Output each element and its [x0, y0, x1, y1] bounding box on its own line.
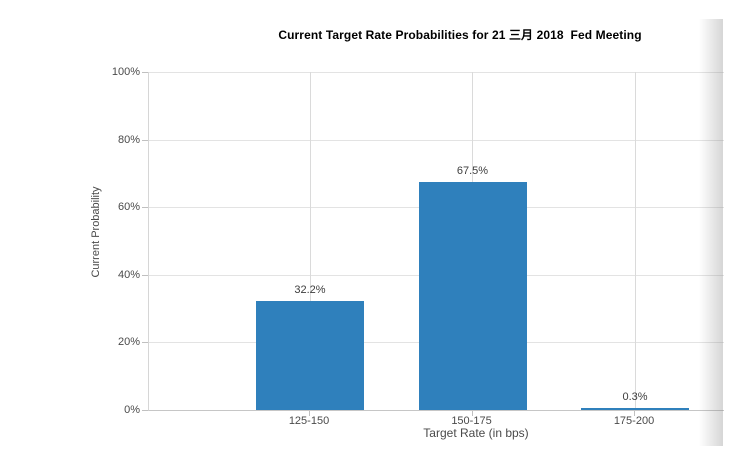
- gridline-h: [149, 72, 724, 73]
- bar: [581, 408, 689, 410]
- bar: [418, 181, 527, 410]
- y-tick-label: 80%: [117, 133, 140, 146]
- gridline-v: [634, 72, 636, 410]
- bar: [256, 301, 364, 410]
- x-tick-label: 150-175: [451, 415, 492, 427]
- y-axis-title: Current Probability: [90, 186, 102, 278]
- chart-title: Current Target Rate Probabilities for 21…: [278, 28, 642, 42]
- x-tick-mark: [634, 411, 635, 416]
- y-tick-mark: [142, 410, 148, 411]
- x-axis-title: Target Rate (in bps): [423, 426, 529, 440]
- x-tick-mark: [471, 411, 473, 416]
- bar-value-label: 67.5%: [456, 164, 489, 177]
- y-tick-mark: [142, 342, 148, 344]
- y-tick-mark: [142, 274, 148, 276]
- gridline-h: [149, 139, 724, 141]
- x-tick-label: 125-150: [288, 415, 330, 427]
- y-tick-label: 60%: [117, 201, 140, 214]
- y-tick-mark: [142, 72, 148, 73]
- x-tick-mark: [309, 411, 310, 416]
- y-tick-label: 40%: [117, 268, 140, 281]
- x-tick-label: 175-200: [613, 415, 655, 427]
- gridline-v: [309, 72, 311, 410]
- bar-value-label: 0.3%: [622, 391, 648, 403]
- y-tick-label: 100%: [111, 66, 140, 78]
- y-tick-mark: [142, 139, 148, 141]
- y-tick-label: 20%: [117, 336, 140, 349]
- plot-area: 32.2% 67.5% 0.3%: [148, 72, 724, 411]
- y-tick-label: 0%: [124, 404, 140, 416]
- bar-value-label: 32.2%: [294, 284, 326, 297]
- y-tick-mark: [142, 207, 148, 209]
